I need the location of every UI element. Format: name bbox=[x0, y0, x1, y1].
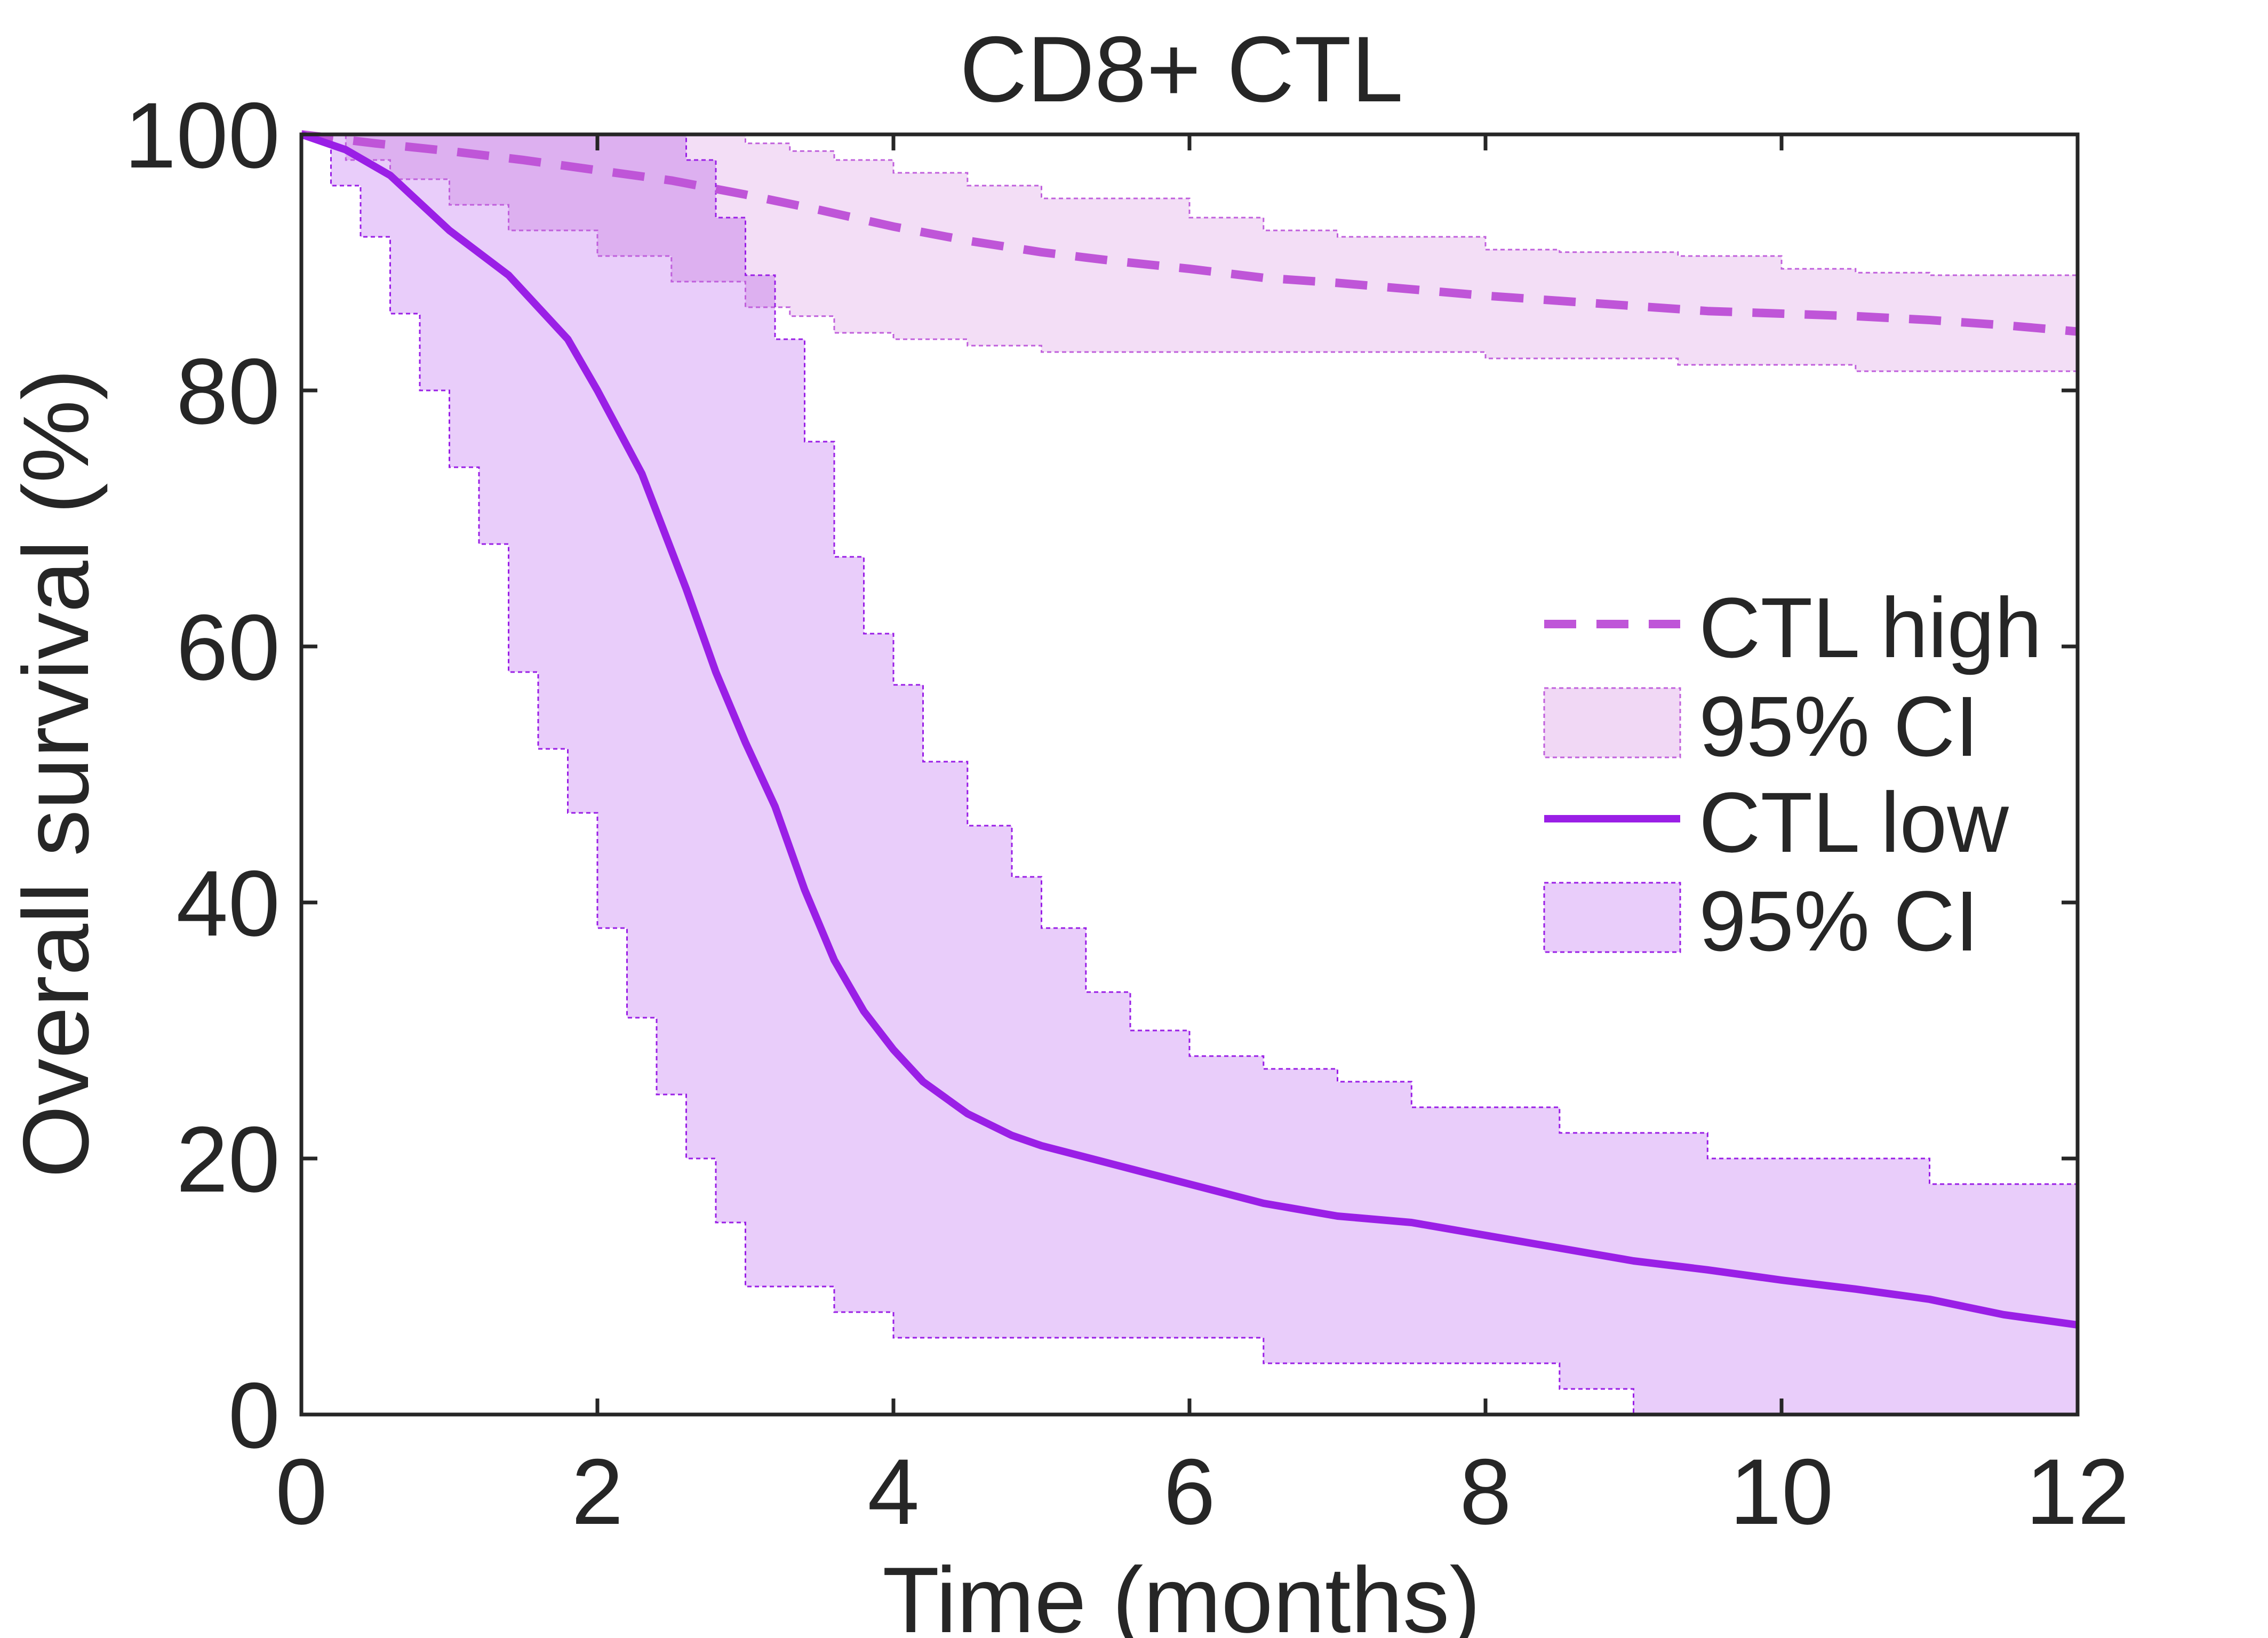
legend-label: 95% CI bbox=[1699, 678, 1979, 774]
axes bbox=[299, 132, 2080, 1417]
legend-label: CTL low bbox=[1699, 774, 2009, 870]
chart-title: CD8+ CTL bbox=[960, 18, 1403, 122]
x-tick-label: 4 bbox=[867, 1440, 919, 1544]
legend-label: CTL high bbox=[1699, 580, 2042, 675]
legend-ci-high-swatch bbox=[1543, 687, 1681, 758]
y-tick-label: 100 bbox=[124, 84, 280, 188]
x-tick-label: 2 bbox=[571, 1440, 623, 1544]
x-tick-label: 8 bbox=[1459, 1440, 1511, 1544]
y-tick-label: 60 bbox=[176, 596, 280, 700]
x-tick-label: 0 bbox=[275, 1440, 327, 1544]
y-tick-label: 80 bbox=[176, 340, 280, 444]
survival-curves bbox=[300, 130, 2078, 1329]
legend-ci-low-swatch bbox=[1543, 882, 1681, 953]
ci-high-upper-edge bbox=[301, 133, 2079, 288]
legend-label: 95% CI bbox=[1699, 873, 1979, 969]
x-tick-label: 6 bbox=[1163, 1440, 1215, 1544]
tick-labels: 0 2 4 6 8 10 12 0 20 40 60 80 100 bbox=[124, 84, 2129, 1544]
x-tick-label: 12 bbox=[2026, 1440, 2130, 1544]
ctl-high-line bbox=[301, 130, 2078, 336]
y-tick-label: 0 bbox=[228, 1364, 280, 1468]
y-tick-label: 20 bbox=[176, 1108, 280, 1212]
ctl-low-line bbox=[300, 131, 2078, 1329]
ci-low-band bbox=[301, 134, 2078, 1415]
ci-low-lower-edge bbox=[301, 133, 2078, 1416]
y-axis-label: Overall survival (%) bbox=[4, 369, 108, 1178]
x-axis-label: Time (months) bbox=[882, 1548, 1480, 1638]
y-tick-label: 40 bbox=[176, 852, 280, 956]
x-tick-label: 10 bbox=[1730, 1440, 1834, 1544]
